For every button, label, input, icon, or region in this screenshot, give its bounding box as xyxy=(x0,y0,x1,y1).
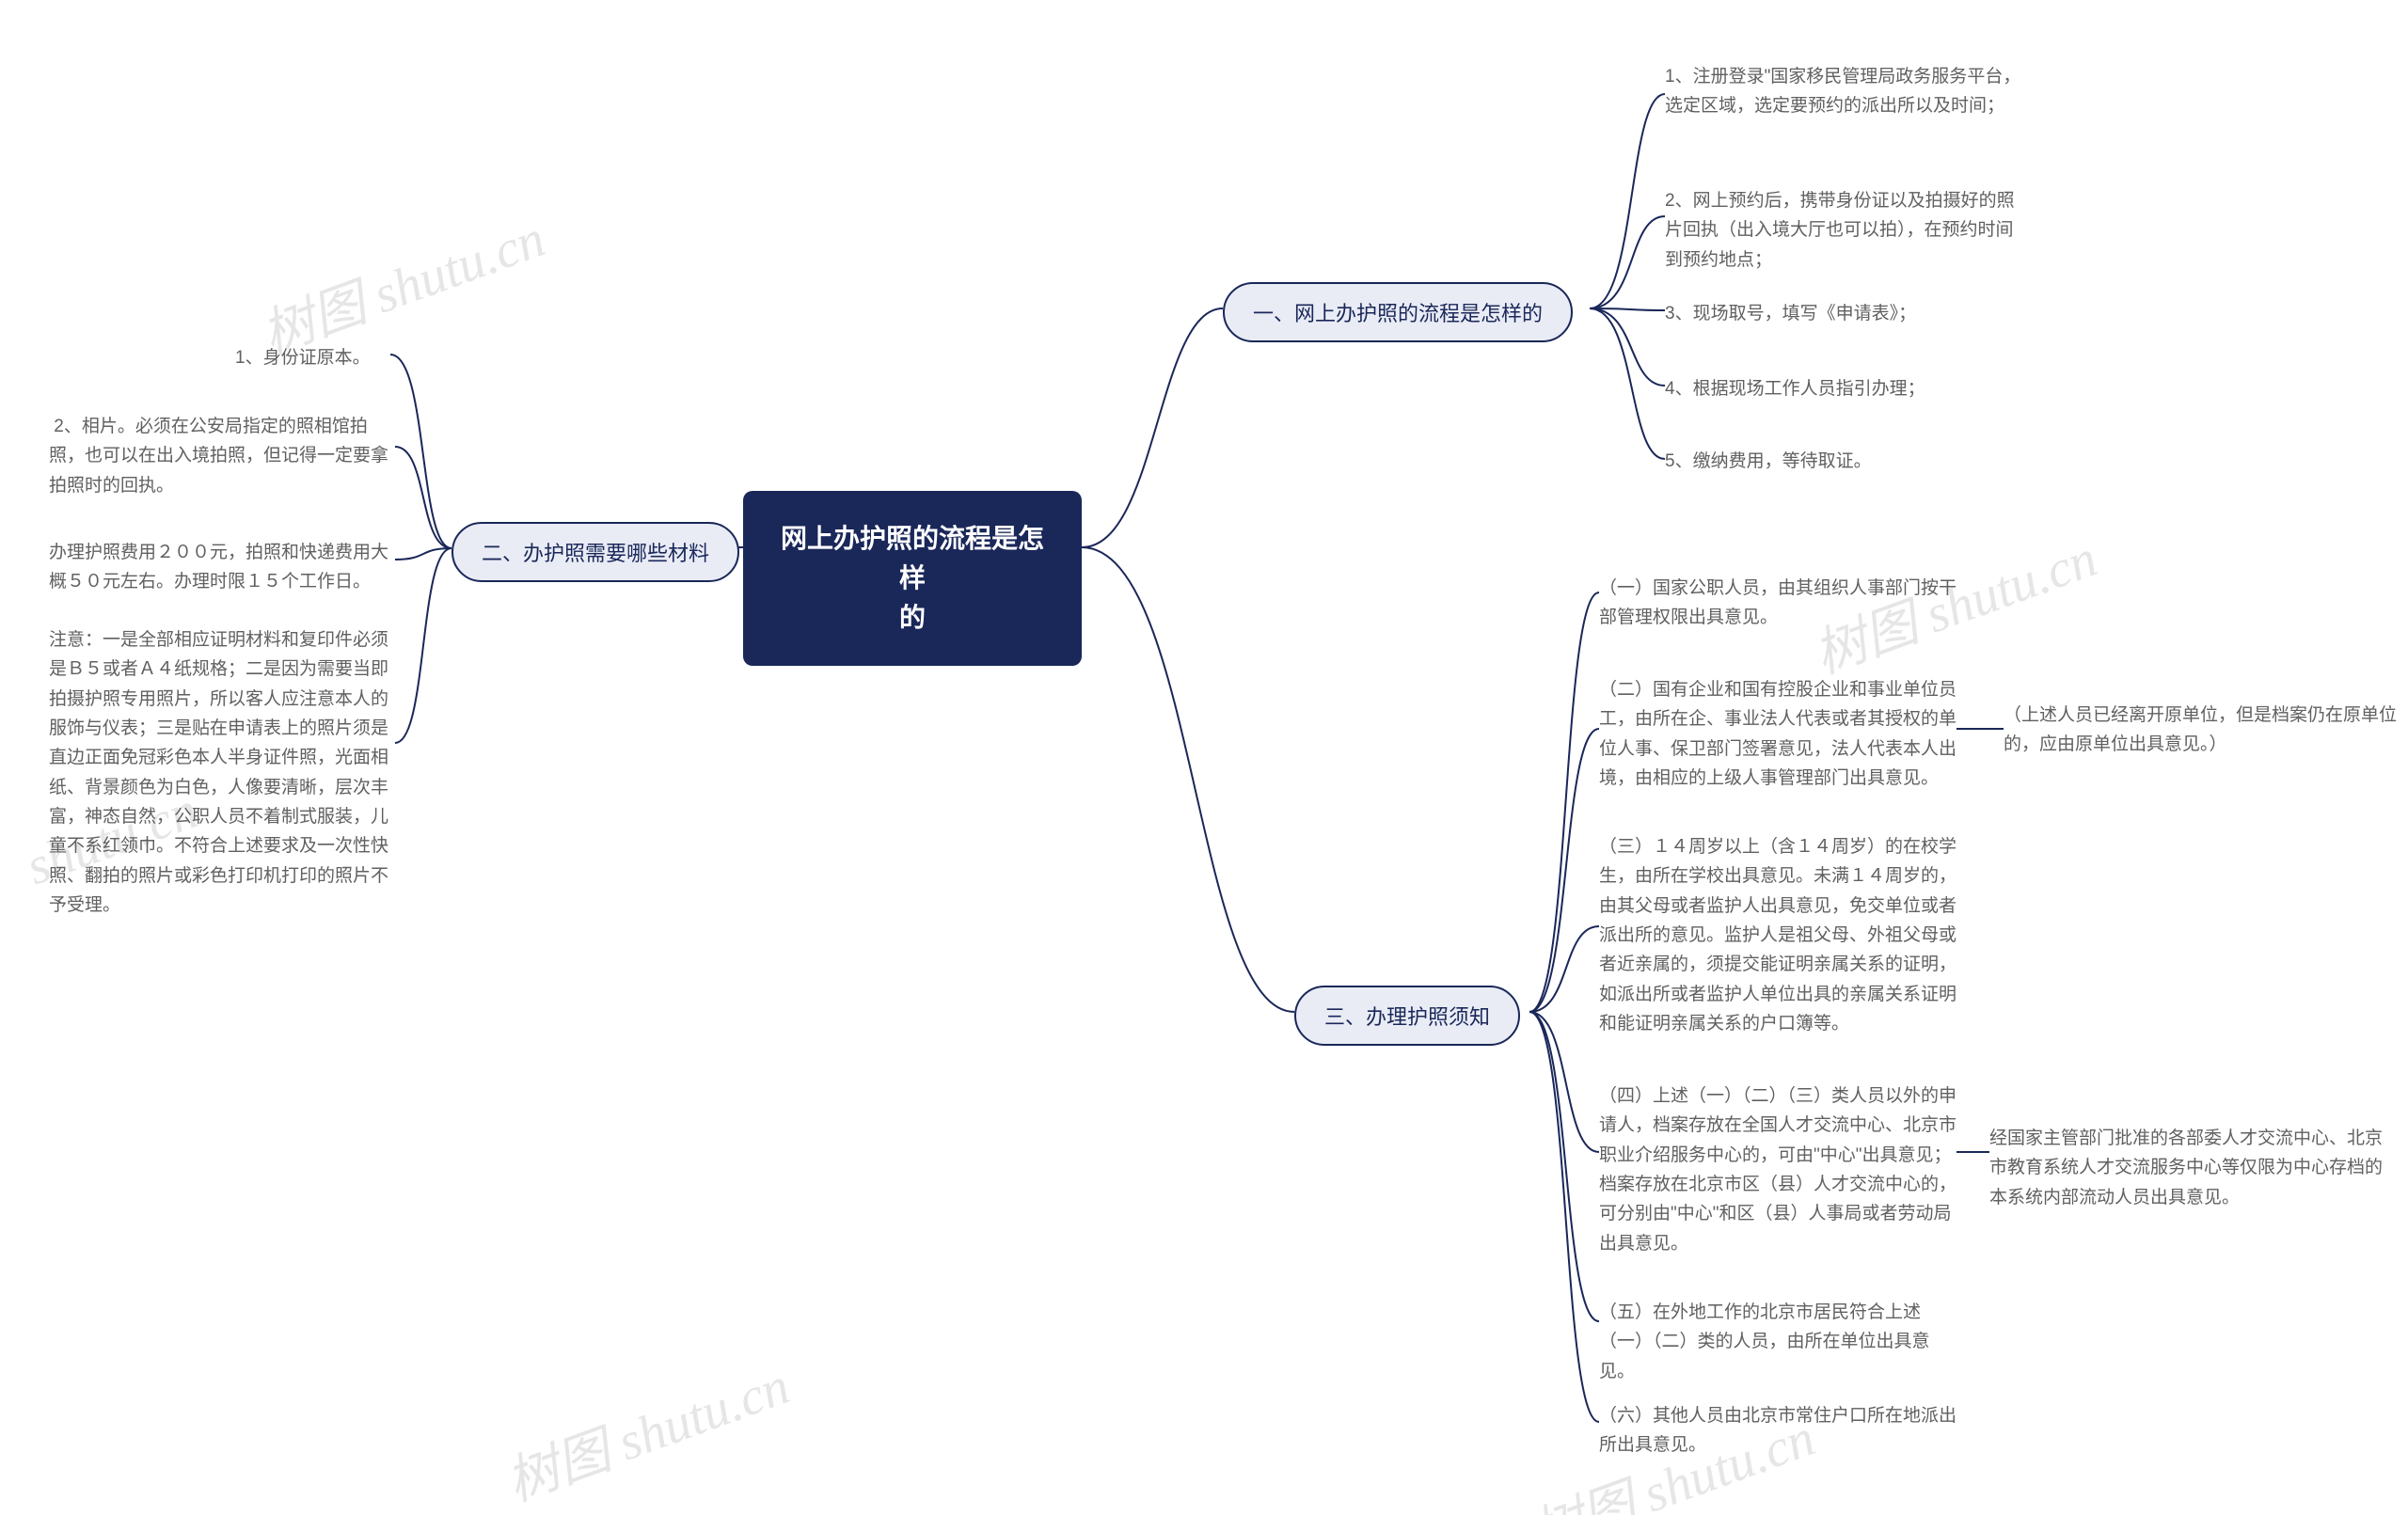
branch-2: 二、办护照需要哪些材料 xyxy=(452,522,739,582)
root-node: 网上办护照的流程是怎样 的 xyxy=(743,491,1082,666)
branch-3-leaf: （三）１４周岁以上（含１４周岁）的在校学生，由所在学校出具意见。未满１４周岁的，… xyxy=(1599,832,1956,1038)
branch-1-leaf: 2、网上预约后，携带身份证以及拍摄好的照片回执（出入境大厅也可以拍），在预约时间… xyxy=(1665,186,2022,275)
branch-3-leaf: （五）在外地工作的北京市居民符合上述（一）（二）类的人员，由所在单位出具意见。 xyxy=(1599,1298,1956,1386)
mindmap-canvas: 树图 shutu.cn 树图 shutu.cn shutu.cn 树图 shut… xyxy=(0,0,2408,1515)
branch-2-leaf: 1、身份证原本。 xyxy=(235,343,371,372)
branch-3: 三、办理护照须知 xyxy=(1294,986,1520,1046)
branch-3-leaf: （一）国家公职人员，由其组织人事部门按干部管理权限出具意见。 xyxy=(1599,574,1956,633)
branch-1-leaf: 1、注册登录"国家移民管理局政务服务平台，选定区域，选定要预约的派出所以及时间； xyxy=(1665,62,2022,121)
branch-3-leaf-child: （上述人员已经离开原单位，但是档案仍在原单位的，应由原单位出具意见。） xyxy=(2004,701,2399,760)
branch-3-leaf: （二）国有企业和国有控股企业和事业单位员工，由所在企、事业法人代表或者其授权的单… xyxy=(1599,675,1956,793)
branch-3-leaf: （四）上述（一）（二）（三）类人员以外的申请人，档案存放在全国人才交流中心、北京… xyxy=(1599,1081,1956,1258)
branch-2-leaf: 2、相片。必须在公安局指定的照相馆拍照，也可以在出入境拍照，但记得一定要拿拍照时… xyxy=(49,412,397,500)
branch-1-leaf: 5、缴纳费用，等待取证。 xyxy=(1665,447,1872,476)
branch-2-leaf: 注意：一是全部相应证明材料和复印件必须是Ｂ５或者Ａ４纸规格；二是因为需要当即拍摄… xyxy=(49,625,397,920)
branch-1: 一、网上办护照的流程是怎样的 xyxy=(1223,282,1573,342)
branch-1-leaf: 3、现场取号，填写《申请表》； xyxy=(1665,299,1916,328)
branch-3-leaf: （六）其他人员由北京市常住户口所在地派出所出具意见。 xyxy=(1599,1401,1956,1460)
branch-3-leaf-child: 经国家主管部门批准的各部委人才交流中心、北京市教育系统人才交流服务中心等仅限为中… xyxy=(1989,1124,2384,1212)
branch-1-leaf: 4、根据现场工作人员指引办理； xyxy=(1665,374,1925,403)
watermark: 树图 shutu.cn xyxy=(495,1344,799,1515)
branch-2-leaf: 办理护照费用２００元，拍照和快递费用大概５０元左右。办理时限１５个工作日。 xyxy=(49,538,397,597)
